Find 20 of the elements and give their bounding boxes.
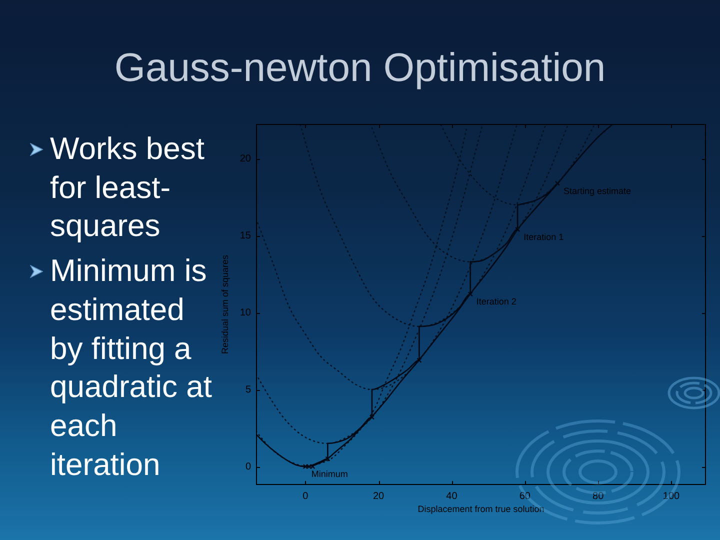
x-tick-label: 60 xyxy=(519,490,531,502)
text: Minimum is estimated by fitting a quadratic at each iteration xyxy=(50,253,212,482)
y-tick-label: 20 xyxy=(240,153,252,164)
x-tick-label: 20 xyxy=(373,490,385,502)
y-tick-label: 10 xyxy=(240,307,252,318)
x-axis-title: Displacement from true solution xyxy=(418,504,544,514)
y-tick-label: 15 xyxy=(240,230,252,242)
y-axis-title: Residual sum of squares xyxy=(220,254,230,354)
annotation: Minimum xyxy=(311,469,348,480)
annotation: Iteration 1 xyxy=(524,232,564,242)
annotation: Iteration 2 xyxy=(476,296,516,307)
x-tick-label: 0 xyxy=(302,490,309,502)
y-tick-label: 5 xyxy=(245,384,252,396)
y-tick-label: 0 xyxy=(245,461,252,472)
x-tick-label: 80 xyxy=(592,490,604,502)
x-tick-label: 100 xyxy=(662,490,680,502)
text: Works best for least-squares xyxy=(50,131,204,244)
x-tick-label: 40 xyxy=(446,490,458,502)
chart-title: Gauss-newton Optimisation xyxy=(113,45,607,92)
annotation: Starting estimate xyxy=(563,186,631,196)
